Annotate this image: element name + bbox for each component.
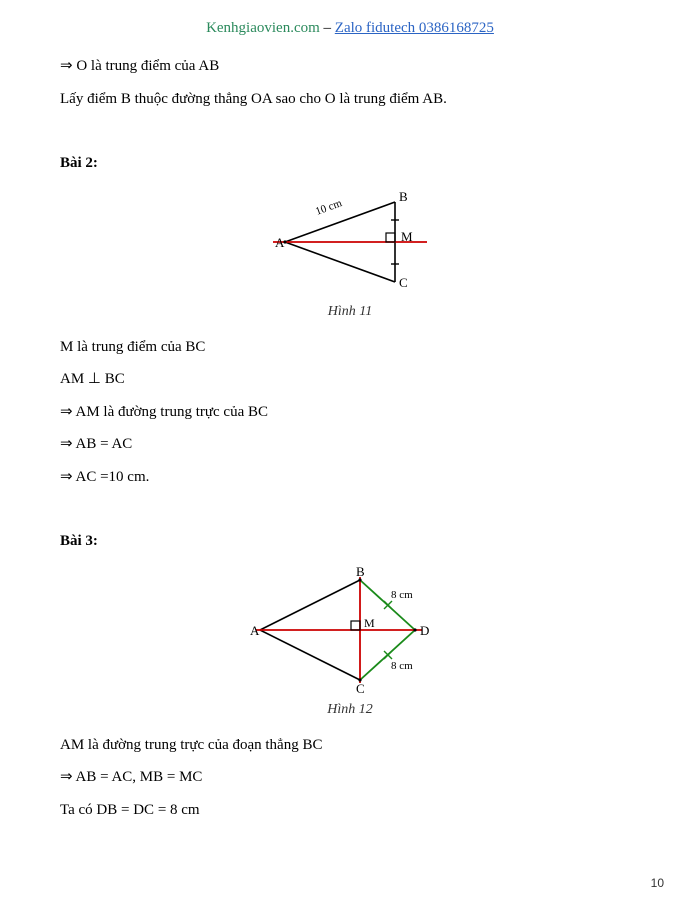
page-content: Kenhgiaovien.com – Zalo fidutech 0386168… bbox=[0, 0, 700, 851]
bai2-title: Bài 2: bbox=[60, 152, 640, 175]
header-dash: – bbox=[320, 20, 335, 36]
figure-12: A B C D M 8 cm 8 cm Hình 12 bbox=[60, 565, 640, 718]
fig12-label-D: D bbox=[420, 623, 429, 638]
fig11-edge-label: 10 cm bbox=[314, 197, 344, 218]
figure-12-caption: Hình 12 bbox=[60, 702, 640, 718]
bai2-line-1: M là trung điểm của BC bbox=[60, 336, 640, 359]
fig12-label-B: B bbox=[356, 565, 365, 579]
fig12-label-M: M bbox=[364, 616, 375, 630]
page-number: 10 bbox=[651, 876, 664, 890]
fig12-label-A: A bbox=[250, 623, 260, 638]
figure-11: A B C M 10 cm Hình 11 bbox=[60, 187, 640, 320]
intro-line-2: Lấy điểm B thuộc đường thẳng OA sao cho … bbox=[60, 88, 640, 111]
bai3-title: Bài 3: bbox=[60, 530, 640, 553]
page-header: Kenhgiaovien.com – Zalo fidutech 0386168… bbox=[60, 20, 640, 37]
fig12-label-C: C bbox=[356, 681, 365, 695]
header-site: Kenhgiaovien.com bbox=[206, 20, 320, 36]
fig12-bd-label: 8 cm bbox=[391, 589, 413, 601]
figure-11-caption: Hình 11 bbox=[60, 304, 640, 320]
bai3-line-3: Ta có DB = DC = 8 cm bbox=[60, 799, 640, 822]
fig11-label-M: M bbox=[401, 229, 413, 244]
intro-line-1: ⇒ O là trung điểm của AB bbox=[60, 55, 640, 78]
fig12-dc-label: 8 cm bbox=[391, 660, 413, 672]
bai2-line-4: ⇒ AB = AC bbox=[60, 433, 640, 456]
header-zalo: Zalo fidutech 0386168725 bbox=[335, 20, 494, 36]
bai2-line-3: ⇒ AM là đường trung trực của BC bbox=[60, 401, 640, 424]
fig11-label-C: C bbox=[399, 275, 408, 290]
bai2-line-5: ⇒ AC =10 cm. bbox=[60, 466, 640, 489]
bai3-line-1: AM là đường trung trực của đoạn thẳng BC bbox=[60, 734, 640, 757]
bai3-line-2: ⇒ AB = AC, MB = MC bbox=[60, 766, 640, 789]
bai2-line-2: AM ⊥ BC bbox=[60, 368, 640, 391]
fig11-label-B: B bbox=[399, 189, 408, 204]
